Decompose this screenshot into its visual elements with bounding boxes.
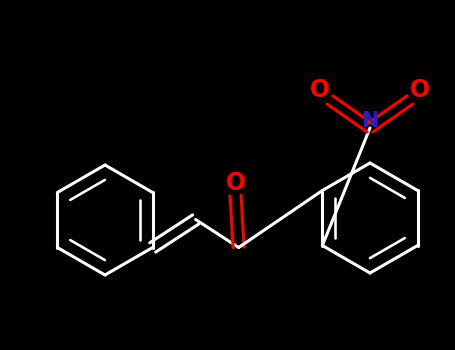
Text: O: O xyxy=(310,78,330,102)
Text: N: N xyxy=(361,111,379,131)
Text: O: O xyxy=(410,78,430,102)
Text: O: O xyxy=(226,170,246,195)
